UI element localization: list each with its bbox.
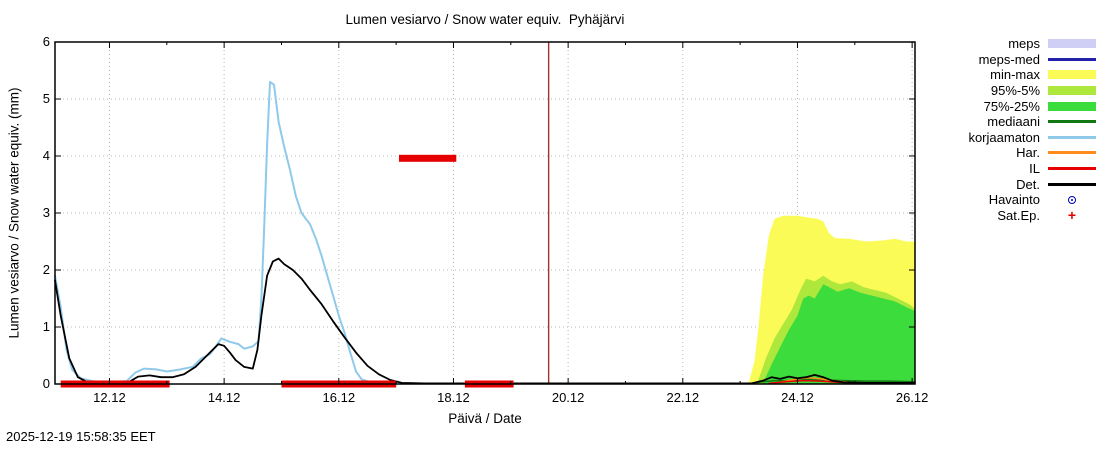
legend-label: Havainto: [988, 192, 1040, 208]
legend-label: 95%-5%: [990, 83, 1040, 99]
x-tick-label: 22.12: [666, 390, 700, 405]
legend-label: min-max: [990, 67, 1040, 83]
legend-label: IL: [1029, 161, 1040, 177]
legend-swatch-line: [1048, 151, 1096, 155]
legend-label: meps-med: [978, 51, 1040, 67]
legend-label: Sat.Ep.: [997, 207, 1040, 223]
x-tick-label: 18.12: [437, 390, 470, 405]
legend-label: Det.: [1016, 176, 1040, 192]
legend-item: IL: [938, 161, 1096, 177]
legend-swatch-line: [1048, 57, 1096, 61]
legend-swatch-band: [1048, 39, 1096, 49]
legend-label: mediaani: [987, 114, 1040, 130]
legend-swatch-line: [1048, 120, 1096, 124]
legend-item: Har.: [938, 145, 1096, 161]
x-tick-label: 12.12: [93, 390, 126, 405]
satep-bar: [399, 154, 457, 162]
x-tick-label: 26.12: [895, 390, 929, 405]
legend-swatch-line: [1048, 135, 1096, 139]
y-tick-label: 1: [42, 319, 50, 334]
legend-swatch-line: [1048, 182, 1096, 186]
y-tick-label: 5: [42, 91, 50, 106]
legend-item: 95%-5%: [938, 83, 1096, 99]
legend-item: Sat.Ep. +: [938, 208, 1096, 224]
legend-item: Det.: [938, 176, 1096, 192]
chart-title: Lumen vesiarvo / Snow water equiv. Pyhäj…: [345, 12, 625, 27]
legend-label: Har.: [1016, 145, 1040, 161]
legend-item: korjaamaton: [938, 130, 1096, 146]
legend-swatch-band: [1048, 86, 1096, 96]
x-tick-label: 14.12: [207, 390, 241, 405]
legend-item: meps-med: [938, 52, 1096, 68]
series-mediaani: [750, 378, 916, 385]
x-tick-label: 20.12: [551, 390, 585, 405]
legend-item: mediaani: [938, 114, 1096, 130]
legend-swatch-point-plus: +: [1067, 207, 1077, 224]
y-tick-label: 0: [42, 376, 50, 391]
series-Det.: [54, 257, 916, 385]
legend-label: korjaamaton: [968, 129, 1040, 145]
x-tick-label: 24.12: [781, 390, 814, 405]
legend-item: 75%-25%: [938, 98, 1096, 114]
y-tick-label: 6: [42, 34, 50, 49]
y-tick-label: 3: [42, 205, 50, 220]
y-tick-label: 2: [42, 262, 50, 277]
legend-swatch-line: [1048, 167, 1096, 171]
legend-swatch-band: [1048, 70, 1096, 80]
generation-timestamp: 2025-12-19 15:58:35 EET: [6, 429, 156, 444]
legend-item: Havainto: [938, 192, 1096, 208]
x-axis-label: Päivä / Date: [448, 411, 522, 426]
area-75%-25%: [763, 284, 915, 384]
x-tick-label: 16.12: [322, 390, 356, 405]
y-tick-label: 4: [42, 148, 50, 163]
legend-swatch-point-circle: [1048, 195, 1096, 204]
legend-item: min-max: [938, 67, 1096, 83]
legend-label: meps: [1008, 36, 1040, 52]
legend-swatch-band: [1048, 101, 1096, 111]
legend-label: 75%-25%: [983, 98, 1040, 114]
legend-item: meps: [938, 36, 1096, 52]
legend: meps meps-med min-max 95%-5% 75%-25% mediaani…: [938, 36, 1096, 223]
